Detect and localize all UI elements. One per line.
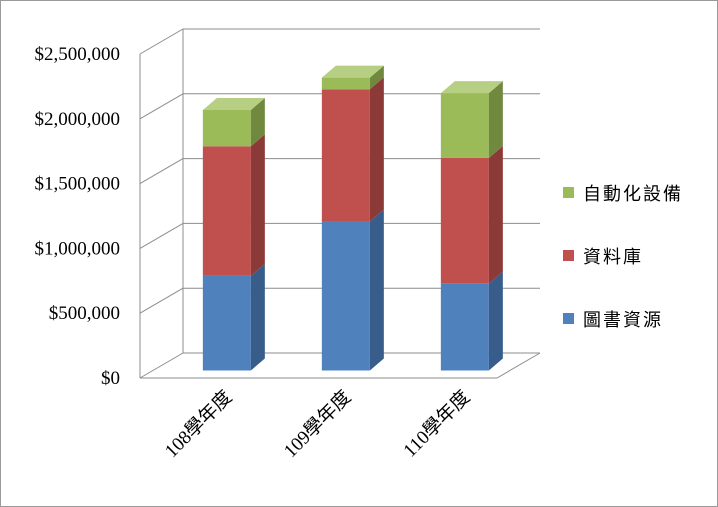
bar-side xyxy=(369,209,384,371)
x-tick-label: 108學年度 xyxy=(160,386,236,462)
bar-segment xyxy=(440,81,503,158)
legend-label: 圖書資源 xyxy=(583,310,663,331)
legend-item: 圖書資源 xyxy=(563,310,663,331)
side-wall-line xyxy=(139,352,184,379)
legend-swatch xyxy=(563,187,574,198)
bar-segment xyxy=(321,209,384,371)
bar-side xyxy=(488,271,503,371)
bar-front xyxy=(440,157,489,284)
bar-front xyxy=(202,146,251,276)
bar-side xyxy=(488,81,503,158)
bar-top xyxy=(202,98,265,111)
side-wall-line xyxy=(139,28,184,55)
bar-segment xyxy=(202,134,265,276)
bar-segment xyxy=(440,145,503,284)
legend-swatch xyxy=(563,313,574,324)
bar-front xyxy=(202,110,251,147)
bar-segment xyxy=(202,98,265,147)
y-tick-label: $1,000,000 xyxy=(35,238,121,259)
legend-item: 資料庫 xyxy=(563,247,643,268)
x-tick-label: 109學年度 xyxy=(279,386,355,462)
bar-front xyxy=(440,283,489,371)
bar-segment xyxy=(321,77,384,222)
x-tick-label: 110學年度 xyxy=(399,386,475,462)
side-wall-line xyxy=(139,222,184,249)
bars xyxy=(202,65,503,371)
floor-edge xyxy=(140,352,541,379)
bar-front xyxy=(321,89,370,222)
bar-top xyxy=(440,81,503,94)
side-wall-line xyxy=(139,93,184,120)
legend-label: 資料庫 xyxy=(583,247,643,268)
bar-side xyxy=(488,145,503,284)
bar-front xyxy=(202,275,251,371)
y-tick-label: $2,000,000 xyxy=(35,109,121,130)
bar-segment xyxy=(440,271,503,371)
bar-front xyxy=(321,77,370,90)
bar-segment xyxy=(321,65,384,90)
legend-swatch xyxy=(563,250,574,261)
side-wall-line xyxy=(139,158,184,185)
bar-front xyxy=(440,93,489,158)
legend-item: 自動化設備 xyxy=(563,184,683,205)
bar-side xyxy=(369,77,384,222)
legend-label: 自動化設備 xyxy=(583,184,683,205)
y-tick-label: $1,500,000 xyxy=(35,174,121,195)
y-tick-label: $0 xyxy=(101,368,120,389)
bar-segment xyxy=(202,263,265,371)
bar-front xyxy=(321,221,370,371)
bar-top xyxy=(321,65,384,78)
bar-side xyxy=(369,65,384,90)
y-tick-label: $2,500,000 xyxy=(35,44,121,65)
bar-side xyxy=(250,263,265,371)
y-tick-label: $500,000 xyxy=(49,303,120,324)
side-wall-line xyxy=(139,287,184,314)
bar-side xyxy=(250,134,265,276)
bar-side xyxy=(250,98,265,147)
